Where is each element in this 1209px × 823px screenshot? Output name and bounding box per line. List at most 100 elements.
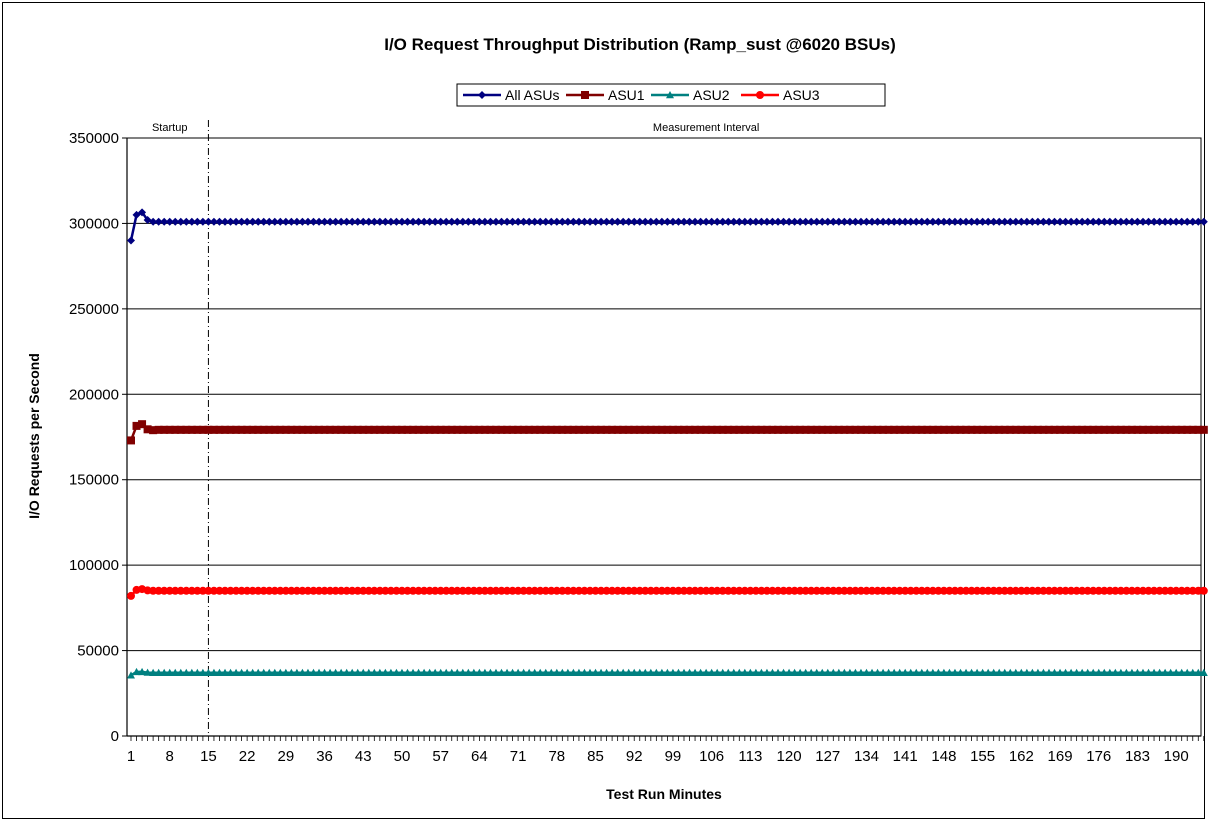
data-point [995, 217, 1004, 226]
data-point [127, 591, 135, 600]
data-point [265, 586, 274, 595]
data-point [751, 586, 760, 595]
data-point [552, 586, 561, 595]
data-point [801, 217, 810, 226]
data-point [237, 217, 246, 226]
data-point [591, 217, 600, 226]
x-tick-label: 113 [738, 748, 762, 765]
legend-label: All ASUs [505, 87, 559, 103]
data-point [348, 586, 357, 595]
data-point [851, 668, 860, 676]
data-point [774, 586, 783, 595]
data-point [392, 668, 401, 676]
data-point [453, 586, 462, 595]
data-point [652, 668, 661, 676]
data-point [453, 668, 462, 676]
x-tick-label: 29 [277, 748, 294, 765]
data-point [1039, 425, 1048, 434]
data-point [536, 668, 545, 676]
data-point [779, 425, 788, 434]
data-point [591, 425, 600, 434]
data-point [558, 217, 567, 226]
data-point [503, 668, 512, 676]
data-point [558, 586, 567, 595]
x-tick-label: 141 [893, 748, 918, 765]
data-point [724, 217, 733, 226]
data-point [928, 217, 937, 226]
data-point [668, 586, 677, 595]
data-point [818, 668, 827, 676]
data-point [790, 586, 799, 595]
data-point [381, 668, 390, 676]
data-point [337, 425, 346, 434]
data-point [127, 671, 135, 679]
data-point [928, 668, 937, 676]
data-point [309, 217, 318, 226]
data-point [1028, 668, 1037, 676]
data-point [232, 425, 241, 434]
data-point [613, 217, 622, 226]
data-point [984, 425, 993, 434]
data-point [945, 217, 954, 226]
data-point [149, 586, 158, 595]
data-point [353, 425, 362, 434]
data-point [503, 217, 512, 226]
data-point [298, 586, 307, 595]
data-point [895, 586, 904, 595]
data-point [707, 217, 716, 226]
data-point [1000, 217, 1009, 226]
data-point [674, 668, 683, 676]
data-point [397, 586, 406, 595]
data-point [1000, 425, 1009, 434]
data-point [165, 425, 174, 434]
data-point [691, 425, 700, 434]
data-point [198, 668, 207, 676]
data-point [906, 586, 915, 595]
data-point [851, 425, 860, 434]
data-point [1022, 217, 1031, 226]
data-point [746, 586, 755, 595]
data-point [514, 425, 523, 434]
data-point [442, 586, 451, 595]
data-point [508, 668, 517, 676]
data-point [171, 425, 180, 434]
data-point [884, 217, 893, 226]
data-point [381, 217, 390, 226]
data-point [519, 425, 528, 434]
data-point [221, 668, 230, 676]
data-point [547, 668, 556, 676]
data-point [956, 586, 965, 595]
data-point [768, 217, 777, 226]
data-point [1150, 217, 1159, 226]
data-point [1083, 425, 1092, 434]
data-point [364, 668, 373, 676]
data-point [1133, 425, 1142, 434]
x-tick-label: 120 [777, 748, 802, 765]
data-point [1100, 217, 1109, 226]
data-point [375, 217, 384, 226]
data-point [840, 586, 849, 595]
data-point [862, 425, 871, 434]
data-point [597, 668, 606, 676]
data-point [691, 668, 700, 676]
data-point [486, 425, 495, 434]
data-point [270, 586, 279, 595]
data-point [1094, 217, 1103, 226]
data-point [165, 668, 174, 676]
data-point [674, 586, 683, 595]
data-point [840, 217, 849, 226]
data-point [890, 425, 899, 434]
y-axis-title: I/O Requests per Second [26, 353, 42, 519]
data-point [890, 217, 899, 226]
data-point [182, 217, 191, 226]
data-point [176, 668, 185, 676]
data-point [204, 217, 213, 226]
data-point [912, 425, 921, 434]
data-point [829, 586, 838, 595]
data-point [1061, 217, 1070, 226]
data-point [873, 425, 882, 434]
data-point [1100, 425, 1109, 434]
data-point [536, 425, 545, 434]
data-point [967, 668, 976, 676]
data-point [420, 586, 429, 595]
